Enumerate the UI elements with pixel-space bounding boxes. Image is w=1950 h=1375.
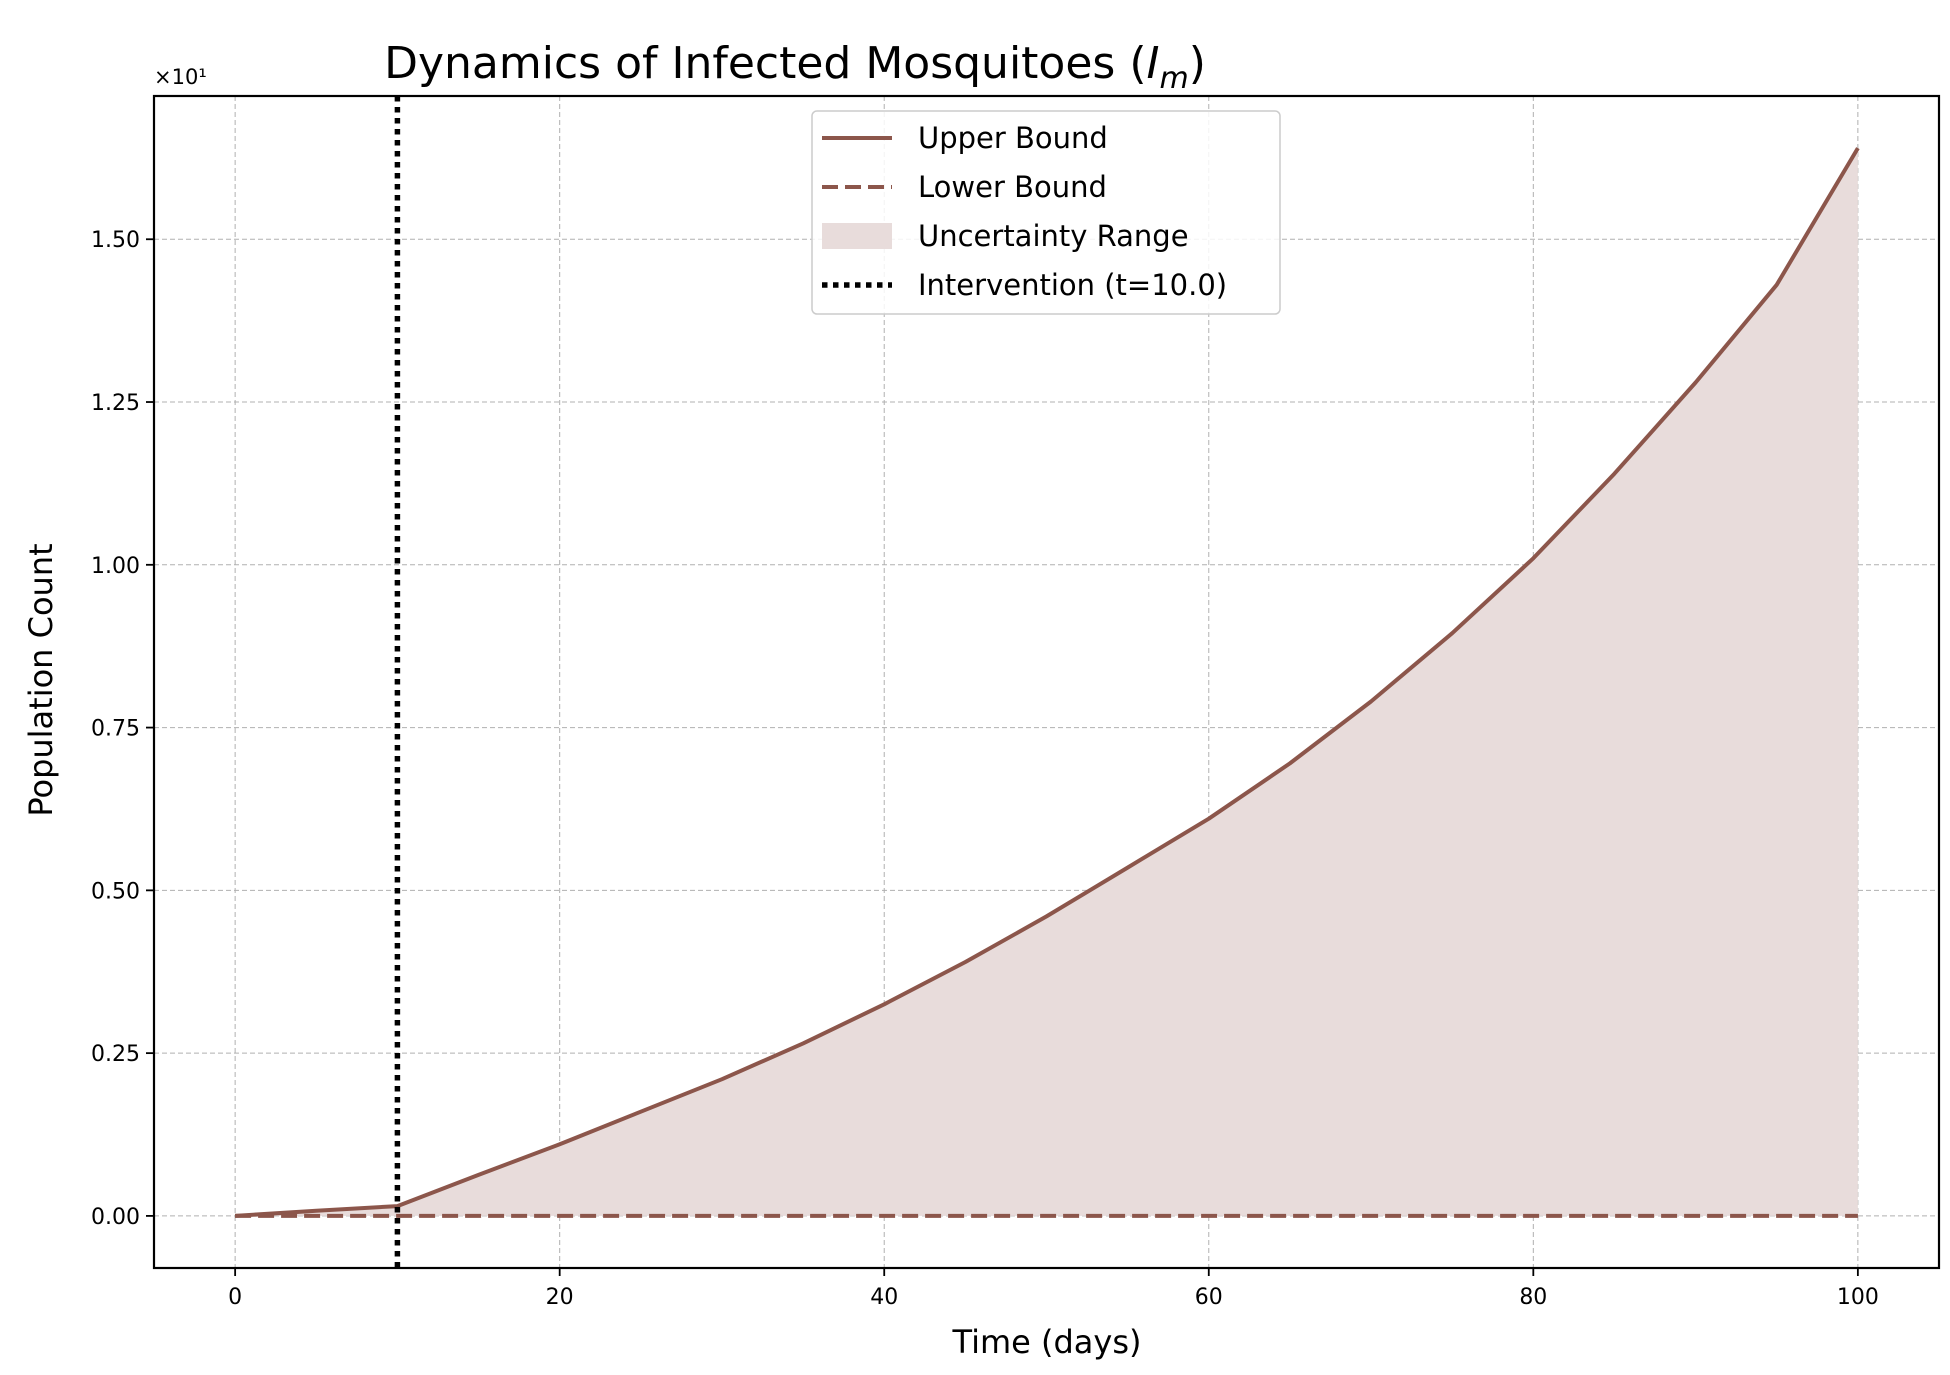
title-main: Dynamics of Infected Mosquitoes ( (384, 38, 1146, 89)
legend-label: Intervention (t=10.0) (918, 268, 1227, 302)
legend-swatch-fill (822, 223, 892, 249)
upper-bound-line (234, 147, 1860, 1218)
y-ticks: 0.00 0.25 0.50 0.75 1.00 1.25 1.50 (91, 228, 154, 1230)
x-tick-label: 60 (1195, 1285, 1223, 1310)
legend-box (811, 110, 1281, 315)
y-tick-label: 0.00 (91, 1205, 140, 1230)
x-tick-label: 20 (546, 1285, 574, 1310)
x-tick-label: 40 (870, 1285, 898, 1310)
series-layer (234, 147, 1860, 1218)
fill-layer (235, 148, 1858, 1216)
y-tick-label: 0.75 (91, 717, 140, 742)
x-tick-label: 0 (228, 1285, 242, 1310)
uncertainty-range-area (235, 148, 1858, 1216)
y-tick-label: 0.50 (91, 879, 140, 904)
y-tick-label: 1.50 (91, 228, 140, 253)
legend-label: Upper Bound (918, 121, 1108, 155)
y-tick-label: 0.25 (91, 1042, 140, 1067)
y-tick-label: 1.25 (91, 391, 140, 416)
y-axis-label: Population Count (22, 543, 60, 816)
legend-label: Uncertainty Range (918, 219, 1189, 253)
x-ticks: 0 20 40 60 80 100 (228, 1268, 1879, 1310)
chart-title: Dynamics of Infected Mosquitoes (Im) (384, 38, 1206, 96)
title-close: ) (1189, 38, 1206, 89)
legend-label: Lower Bound (918, 170, 1107, 204)
plot-frame (152, 94, 1941, 1270)
x-axis-label: Time (days) (952, 1323, 1142, 1361)
title-sub: m (1159, 61, 1188, 96)
y-tick-label: 1.00 (91, 554, 140, 579)
title-var: I (1146, 38, 1159, 89)
legend: Upper Bound Lower Bound Uncertainty Range I… (811, 110, 1281, 315)
y-offset-label: ×10¹ (154, 65, 207, 89)
x-tick-label: 100 (1837, 1285, 1879, 1310)
x-tick-label: 80 (1519, 1285, 1547, 1310)
